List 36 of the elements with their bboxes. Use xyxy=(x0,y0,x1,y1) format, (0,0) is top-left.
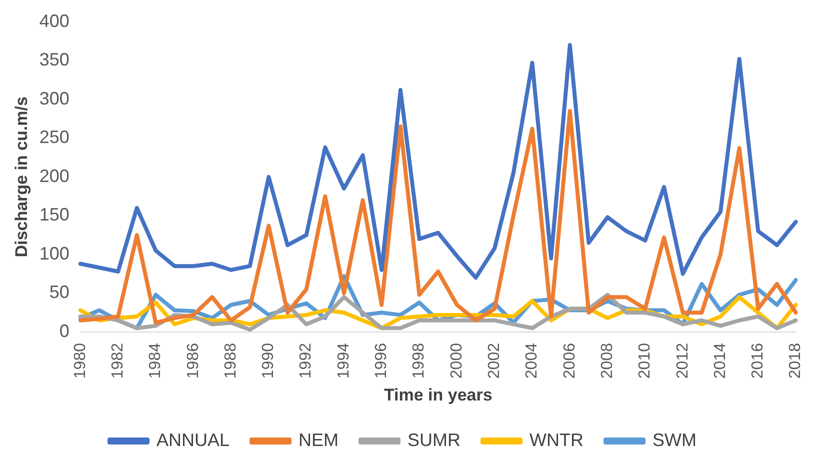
x-tick-label: 1980 xyxy=(72,342,89,379)
x-tick-label: 2018 xyxy=(787,342,804,379)
x-tick-label: 2008 xyxy=(598,342,616,379)
x-tick-label: 2012 xyxy=(674,342,692,379)
y-tick-label: 350 xyxy=(39,50,70,70)
x-tick-label: 1992 xyxy=(298,342,315,379)
y-axis-title: Discharge in cu.m/s xyxy=(12,96,31,258)
x-tick-label: 1982 xyxy=(109,342,126,379)
y-tick-label: 250 xyxy=(39,127,70,148)
legend-label: SWM xyxy=(652,430,697,450)
x-tick-label: 1996 xyxy=(373,342,390,379)
x-tick-label: 1998 xyxy=(410,342,428,379)
x-tick-label: 2006 xyxy=(561,342,578,379)
x-tick-label: 2004 xyxy=(524,342,541,379)
legend-label: SUMR xyxy=(408,430,461,450)
x-tick-label: 1994 xyxy=(335,342,352,379)
y-tick-label: 200 xyxy=(39,166,70,186)
x-tick-label: 1990 xyxy=(260,342,278,379)
x-tick-label: 2002 xyxy=(486,342,503,379)
legend-label: WNTR xyxy=(530,430,584,450)
x-tick-label: 1988 xyxy=(222,342,240,379)
y-tick-label: 150 xyxy=(39,204,70,225)
y-tick-label: 0 xyxy=(59,320,70,341)
x-tick-label: 2014 xyxy=(712,342,729,379)
y-tick-label: 100 xyxy=(39,243,70,264)
x-tick-label: 2000 xyxy=(448,342,466,379)
legend-label: ANNUAL xyxy=(156,430,230,450)
legend-label: NEM xyxy=(298,430,339,450)
x-tick-label: 2016 xyxy=(750,342,767,379)
x-tick-label: 1986 xyxy=(184,342,202,379)
x-axis-title: Time in years xyxy=(384,385,492,404)
y-tick-label: 300 xyxy=(39,88,70,108)
y-tick-label: 50 xyxy=(49,282,70,302)
x-tick-label: 2010 xyxy=(636,342,654,379)
x-tick-label: 1984 xyxy=(147,342,164,379)
y-tick-label: 400 xyxy=(39,10,70,31)
